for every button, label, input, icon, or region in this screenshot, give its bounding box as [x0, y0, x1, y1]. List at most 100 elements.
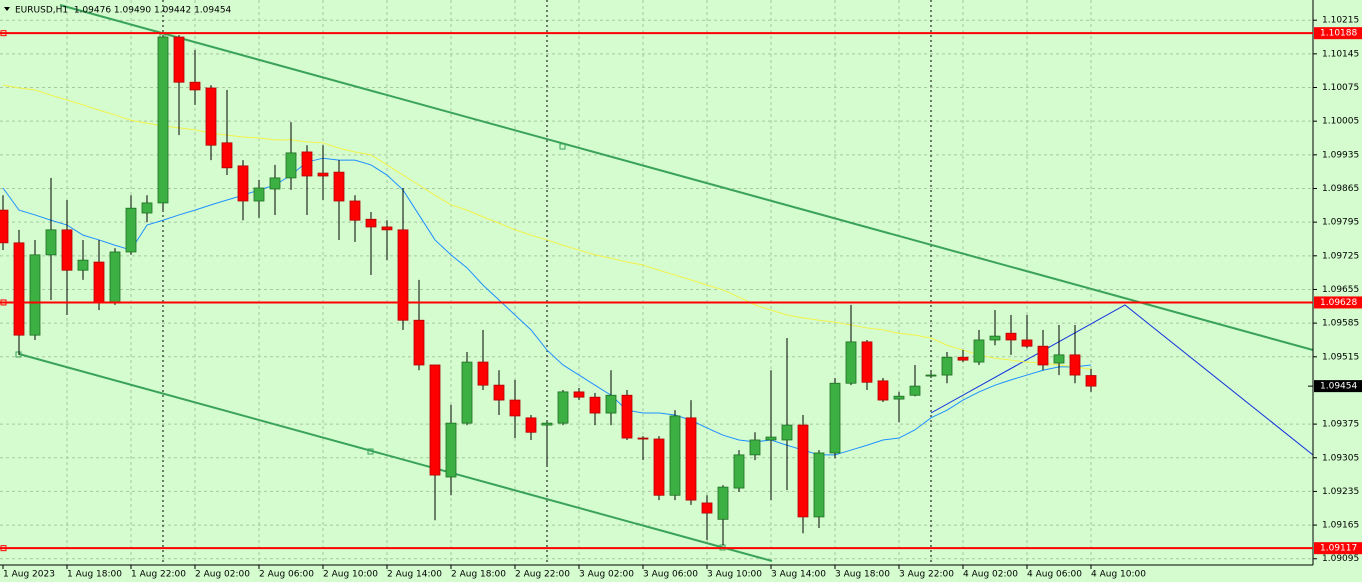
- level-anchor: [0, 299, 7, 306]
- candle-body: [461, 361, 473, 424]
- candle-body: [381, 226, 393, 231]
- level-anchor: [0, 545, 7, 552]
- candle-body: [861, 341, 873, 383]
- trend-line: [18, 353, 773, 562]
- candle-body: [237, 165, 249, 202]
- candle-body: [509, 399, 521, 417]
- candle-body: [845, 341, 857, 384]
- candle-body: [173, 36, 185, 83]
- x-tick-label: 2 Aug 14:00: [387, 570, 442, 580]
- y-tick-label: 1.09725: [1322, 251, 1359, 261]
- moving-average: [2, 84, 1092, 370]
- x-tick-label: 2 Aug 10:00: [323, 570, 378, 580]
- candle-body: [653, 438, 665, 496]
- candle-body: [333, 171, 345, 202]
- candle-body: [205, 87, 217, 146]
- y-tick-label: 1.09235: [1322, 487, 1359, 497]
- anchor: [559, 143, 566, 150]
- candle-body: [573, 391, 585, 398]
- candle-body: [317, 172, 329, 177]
- level-tag: [1314, 27, 1362, 40]
- candle-body: [989, 335, 1001, 341]
- candle-body: [637, 437, 649, 440]
- candle-body: [429, 364, 441, 476]
- y-tick-label: 1.09515: [1322, 352, 1359, 362]
- candle-body: [77, 259, 89, 271]
- zigzag-line: [930, 304, 1314, 456]
- x-tick-label: 3 Aug 18:00: [835, 570, 890, 580]
- y-tick-label: 1.09585: [1322, 319, 1359, 329]
- candle-body: [141, 202, 153, 214]
- candle-body: [893, 395, 905, 400]
- candle-body: [1085, 375, 1097, 387]
- level-label: 1.10188: [1320, 29, 1357, 39]
- x-tick-label: 3 Aug 10:00: [707, 570, 762, 580]
- trend-line: [59, 4, 1314, 351]
- level-tag: [1314, 542, 1362, 555]
- candle-body: [397, 229, 409, 321]
- candle-body: [413, 319, 425, 366]
- level-anchor: [0, 30, 7, 37]
- y-tick-label: 1.09305: [1322, 453, 1359, 463]
- last-price-tag: [1314, 380, 1362, 393]
- moving-average: [2, 157, 1092, 456]
- y-tick-label: 1.09935: [1322, 150, 1359, 160]
- candle-body: [717, 486, 729, 520]
- candle-body: [29, 254, 41, 336]
- candle-body: [477, 361, 489, 386]
- candle-body: [445, 422, 457, 478]
- menu-arrow[interactable]: [4, 7, 10, 11]
- y-tick-label: 1.09655: [1322, 285, 1359, 295]
- candle-body: [301, 151, 313, 177]
- candle-body: [1021, 339, 1033, 347]
- candle-body: [829, 382, 841, 454]
- candle-body: [13, 242, 25, 336]
- y-tick-label: 1.09795: [1322, 218, 1359, 228]
- y-tick-label: 1.10215: [1322, 16, 1359, 26]
- x-tick-label: 3 Aug 06:00: [643, 570, 698, 580]
- candle-body: [925, 374, 937, 377]
- y-tick-label: 1.10145: [1322, 49, 1359, 59]
- candle-body: [269, 177, 281, 190]
- candle-body: [61, 229, 73, 271]
- x-tick-label: 3 Aug 02:00: [579, 570, 634, 580]
- candle-body: [541, 422, 553, 426]
- candle-body: [1005, 332, 1017, 341]
- candle-body: [669, 415, 681, 496]
- x-tick-label: 4 Aug 02:00: [963, 570, 1018, 580]
- y-tick-label: 1.10005: [1322, 117, 1359, 127]
- y-tick-label: 1.09095: [1322, 554, 1359, 564]
- candle-body: [701, 502, 713, 514]
- candle-body: [1037, 345, 1049, 366]
- x-tick-label: 2 Aug 22:00: [515, 570, 570, 580]
- candle-body: [349, 200, 361, 221]
- candle-body: [221, 142, 233, 169]
- candle-body: [493, 384, 505, 401]
- chart-title: EURUSD,H1 1.09476 1.09490 1.09442 1.0945…: [15, 6, 232, 16]
- candle-body: [1053, 354, 1065, 364]
- candle-body: [285, 152, 297, 179]
- candle-body: [589, 396, 601, 414]
- candle-body: [253, 187, 265, 202]
- level-tag: [1314, 296, 1362, 309]
- last-price-label: 1.09454: [1320, 382, 1357, 392]
- candle-body: [93, 261, 105, 303]
- x-tick-label: 4 Aug 10:00: [1091, 570, 1146, 580]
- candle-body: [525, 417, 537, 433]
- x-tick-label: 3 Aug 22:00: [899, 570, 954, 580]
- level-label: 1.09628: [1320, 298, 1357, 308]
- candle-body: [765, 436, 777, 441]
- y-tick-label: 1.09375: [1322, 420, 1359, 430]
- candle-body: [941, 356, 953, 376]
- candle-body: [685, 417, 697, 501]
- candle-body: [189, 81, 201, 91]
- candle-body: [109, 251, 121, 303]
- x-tick-label: 2 Aug 06:00: [259, 570, 314, 580]
- x-tick-label: 1 Aug 18:00: [67, 570, 122, 580]
- candle-body: [557, 391, 569, 424]
- candle-body: [365, 218, 377, 228]
- x-tick-label: 4 Aug 06:00: [1027, 570, 1082, 580]
- candle-body: [0, 209, 9, 244]
- y-tick-label: 1.10075: [1322, 83, 1359, 93]
